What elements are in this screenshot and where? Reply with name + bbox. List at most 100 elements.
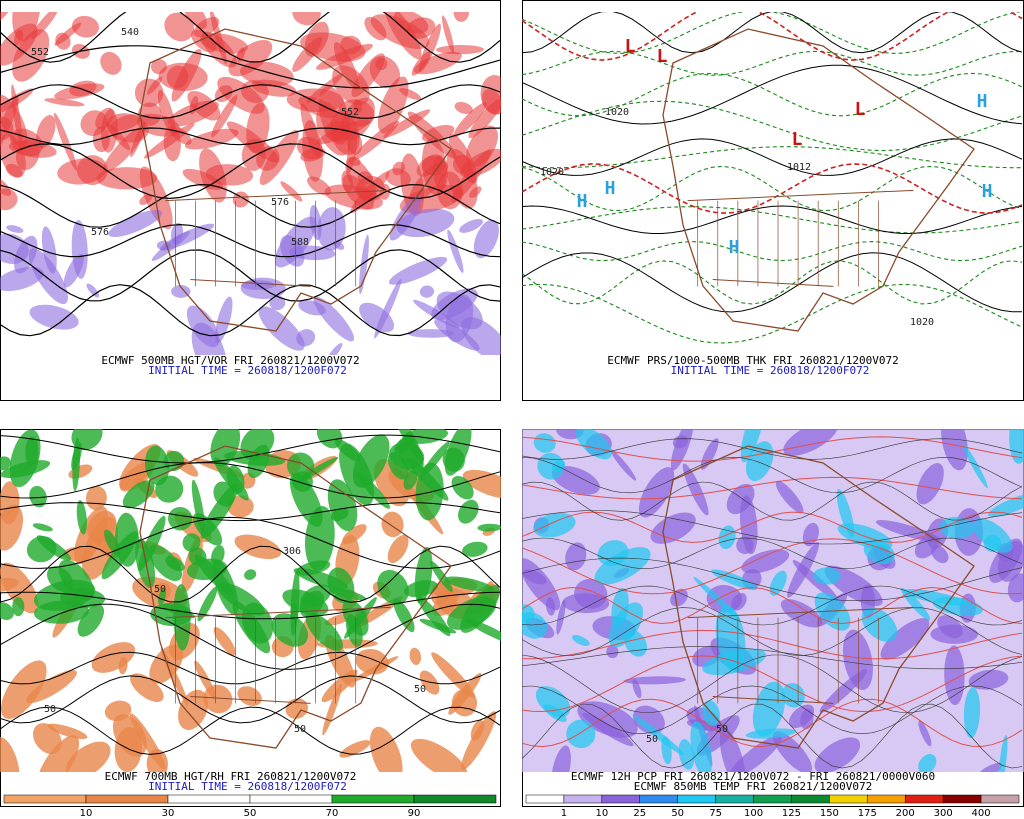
shaded-area [461, 317, 501, 355]
shaded-area [413, 51, 462, 75]
contour-line [522, 438, 1023, 460]
shaded-area [0, 736, 20, 772]
contour-line [522, 481, 1023, 521]
shaded-area [562, 593, 610, 614]
contour-line [522, 206, 1023, 234]
shaded-area [543, 704, 567, 723]
shaded-area [863, 540, 895, 565]
contour-line [522, 138, 1023, 176]
shaded-area [329, 588, 367, 601]
shaded-area [632, 679, 642, 699]
shaded-area [1007, 573, 1024, 603]
colorbar-segment [563, 794, 603, 804]
shaded-area [556, 600, 566, 635]
contour-line [0, 502, 501, 522]
colorbar-label: 25 [633, 808, 646, 819]
shaded-area [100, 51, 122, 75]
map-label: 576 [271, 197, 289, 208]
shaded-area [432, 155, 448, 191]
map-content: 552 552 576 576 588 540 [0, 12, 501, 355]
shaded-area [780, 599, 823, 628]
colorbar-label: 300 [934, 808, 953, 819]
shaded-area [12, 29, 50, 82]
map-label: L [657, 46, 668, 67]
shaded-area [0, 233, 29, 265]
shaded-area [814, 737, 861, 772]
map-label: 50 [414, 684, 426, 695]
shaded-area [25, 436, 39, 467]
shaded-area [918, 754, 937, 772]
coastline [662, 28, 975, 332]
shaded-area [700, 438, 719, 470]
shaded-area [702, 648, 766, 676]
map-label: L [855, 99, 866, 120]
shaded-area [269, 295, 286, 311]
shaded-area [159, 223, 215, 251]
shaded-area [522, 604, 535, 623]
shaded-area [334, 438, 361, 462]
shaded-area [29, 304, 79, 330]
colorbar-segment [413, 794, 497, 804]
shaded-area [861, 607, 898, 642]
shaded-area [404, 580, 438, 598]
shaded-area [76, 500, 87, 535]
map-label: H [577, 191, 588, 212]
shaded-area [228, 39, 273, 77]
shaded-area [411, 51, 431, 76]
contour-line [0, 127, 501, 146]
shaded-area [364, 16, 387, 41]
contour-line [522, 586, 1023, 625]
shaded-area [47, 723, 88, 740]
shaded-area [403, 470, 418, 490]
shaded-area [522, 558, 561, 611]
shaded-area [431, 288, 478, 321]
coastline [139, 445, 452, 749]
shaded-area [1009, 429, 1024, 464]
colorbar-label: 70 [326, 808, 339, 819]
shaded-area [575, 429, 612, 460]
colorbar-segment [867, 794, 906, 804]
shaded-area [944, 645, 965, 706]
colorbar-label: 150 [820, 808, 839, 819]
shaded-area [0, 188, 18, 211]
caption: ECMWF PRS/1000-500MB THK FRI 260821/1200… [607, 354, 898, 367]
contour-line [522, 703, 1023, 769]
shaded-area [473, 219, 499, 259]
map-label: 306 [283, 546, 301, 557]
shaded-area [690, 721, 713, 772]
shaded-area [150, 59, 168, 75]
shaded-area [226, 465, 245, 494]
shaded-area [533, 433, 556, 453]
border-line [165, 606, 391, 704]
contour-line [0, 12, 501, 63]
shaded-area [280, 181, 303, 202]
contour-line [0, 183, 501, 228]
map-label: 50 [154, 584, 166, 595]
shaded-area [171, 285, 191, 298]
shaded-area [344, 597, 377, 639]
caption: ECMWF 12H PCP FRI 260821/1200V072 - FRI … [571, 770, 935, 783]
shaded-area [937, 615, 963, 639]
shaded-area [447, 229, 464, 273]
shaded-area [0, 562, 39, 614]
shaded-area [149, 644, 184, 684]
map-label: 1020 [910, 317, 934, 328]
shaded-area [317, 207, 346, 251]
shaded-area [108, 209, 163, 238]
shaded-area [33, 723, 62, 755]
map-label: 50 [716, 724, 728, 735]
contour-line [522, 100, 1023, 152]
contour-line [522, 50, 1023, 76]
shaded-area [551, 745, 571, 772]
map-label: 1020 [605, 107, 629, 118]
shaded-area [28, 248, 68, 305]
colorbar-segment [942, 794, 982, 804]
colorbar-label: 100 [744, 808, 763, 819]
colorbar-segment [85, 794, 169, 804]
shaded-area [15, 138, 40, 171]
contour-line [522, 241, 1023, 262]
coastline [662, 445, 975, 749]
shaded-area [0, 660, 47, 719]
shaded-area [746, 441, 774, 482]
shaded-area [983, 534, 1002, 553]
